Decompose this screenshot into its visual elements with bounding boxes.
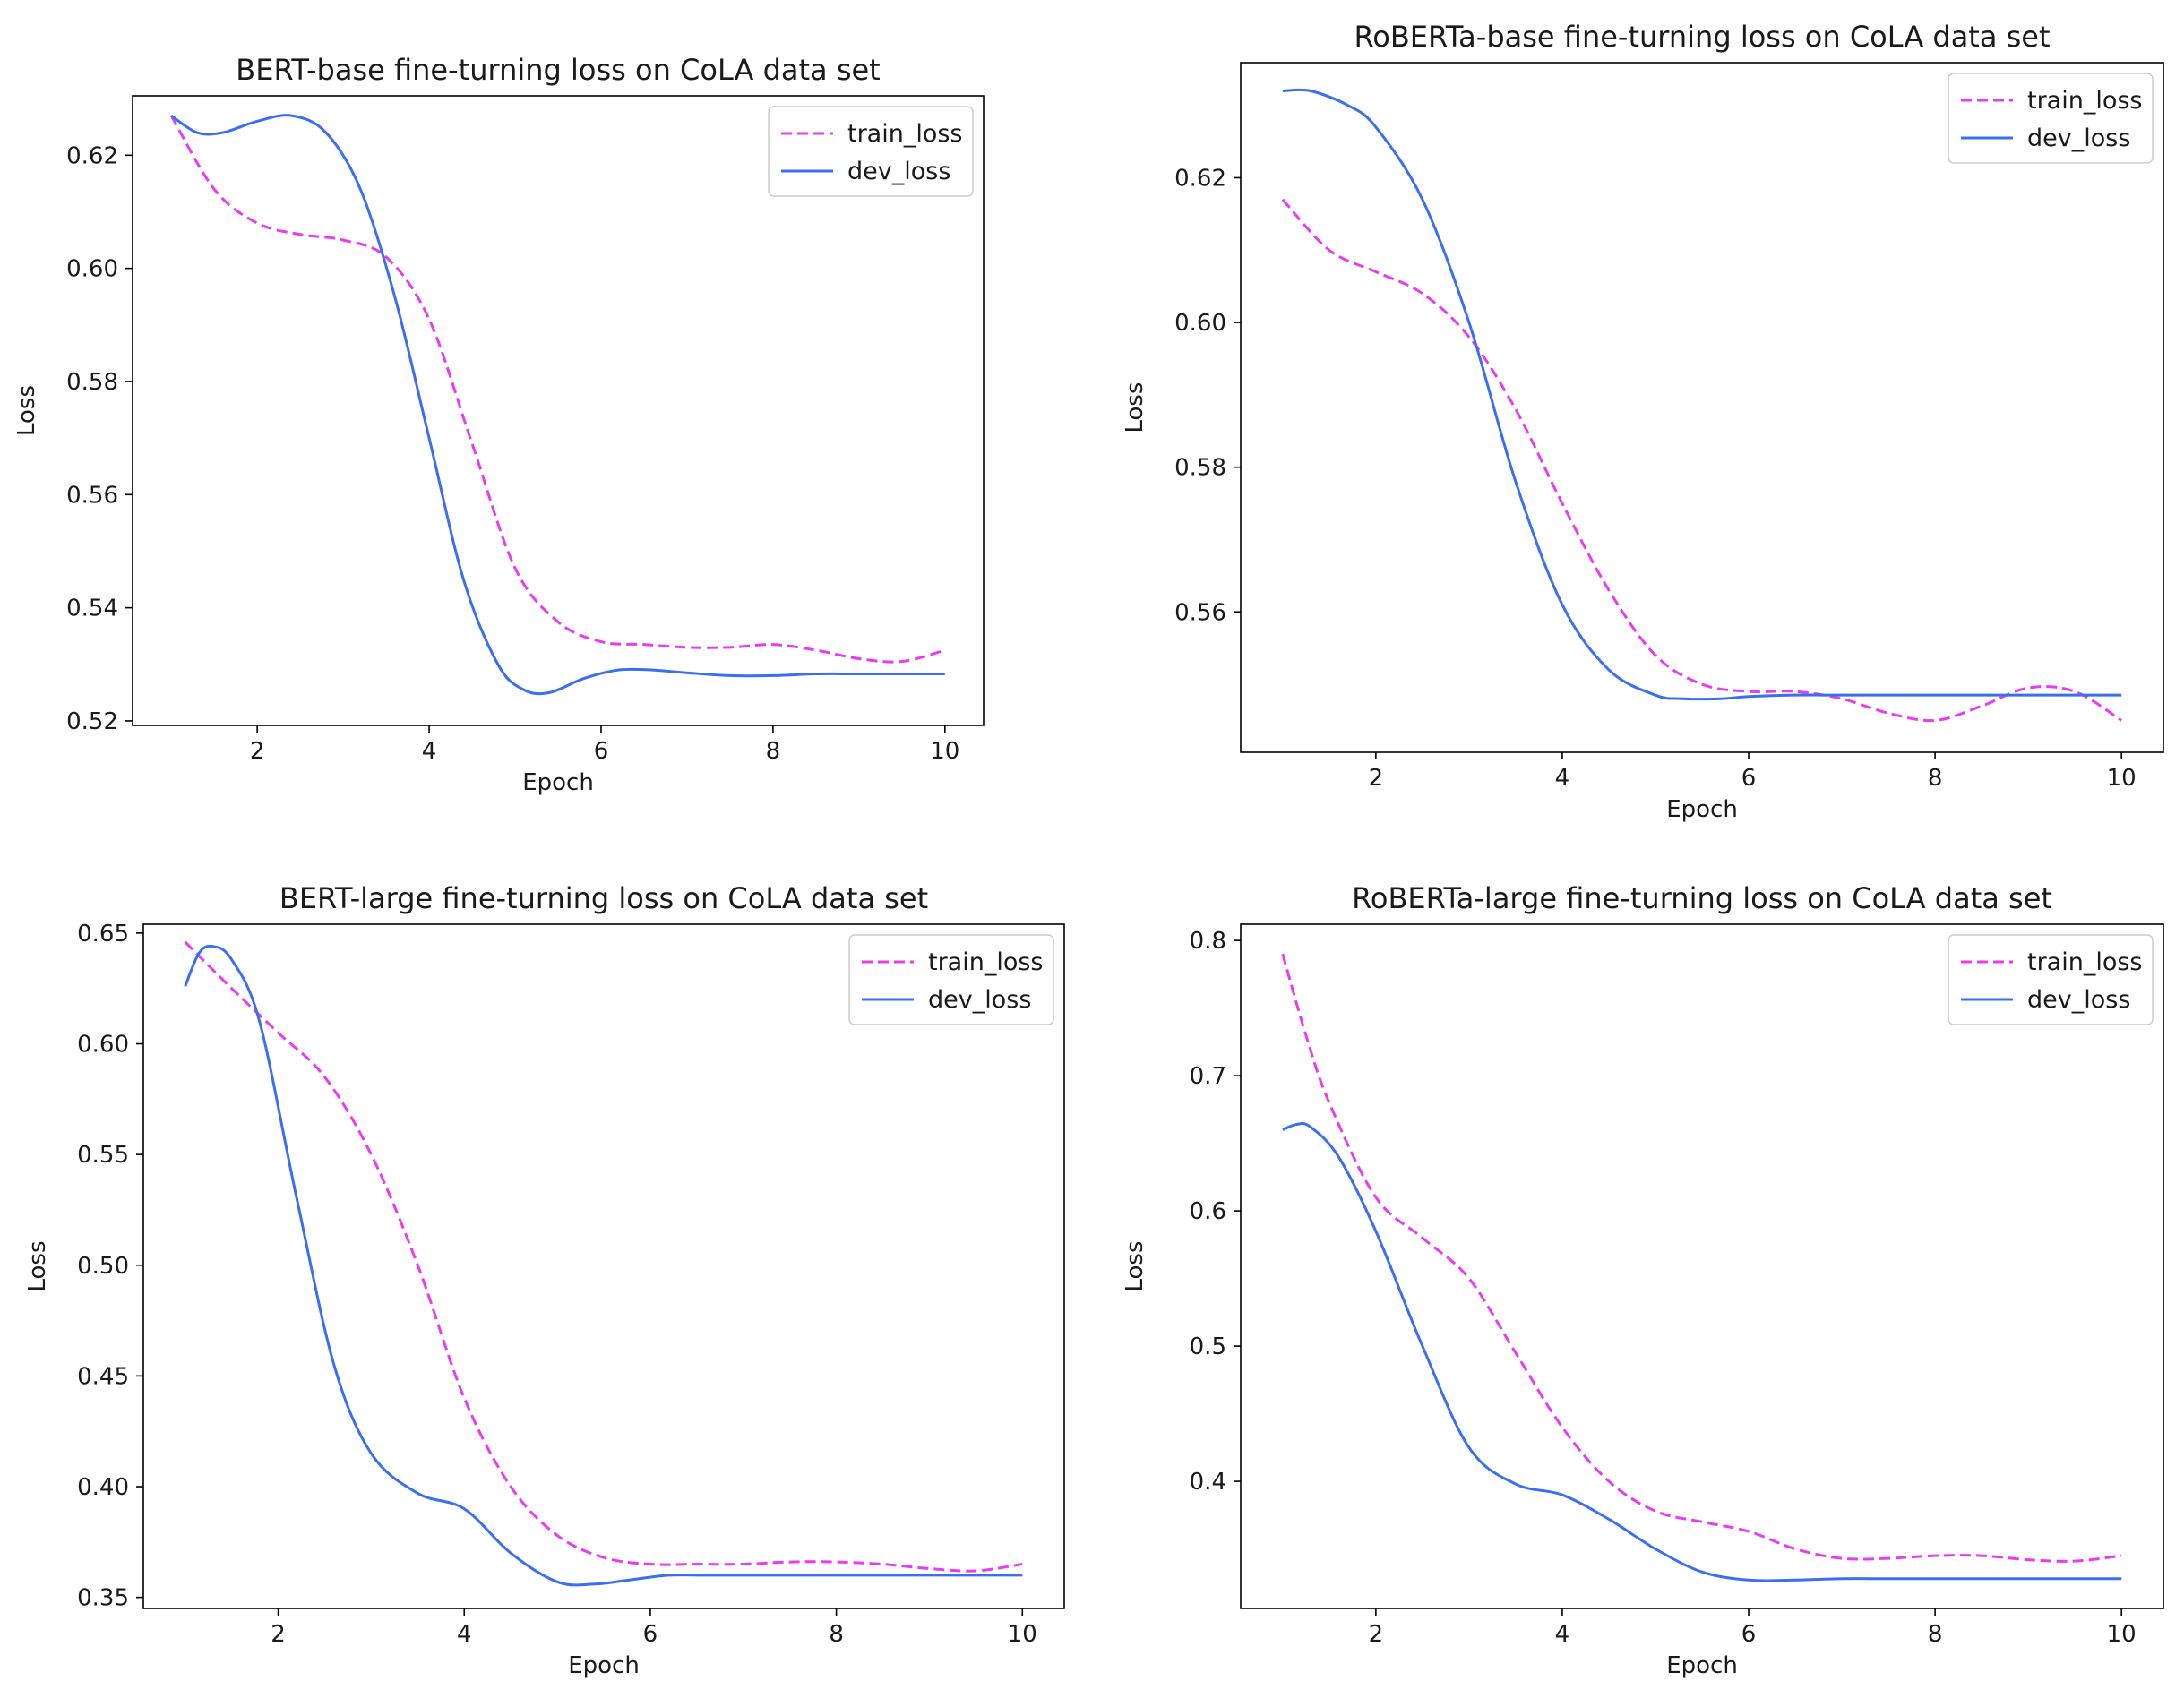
x-tick-label: 6 <box>1741 1621 1757 1648</box>
legend-label: dev_loss <box>2027 124 2130 152</box>
y-tick-label: 0.60 <box>77 1032 129 1059</box>
series-line-dev-loss <box>1282 1122 2122 1582</box>
legend-label: dev_loss <box>928 986 1031 1014</box>
series-line-train-loss <box>184 940 1023 1573</box>
y-tick-label: 0.8 <box>1190 928 1226 955</box>
legend: train_loss dev_loss <box>1948 934 2154 1025</box>
y-tick-label: 0.40 <box>77 1474 129 1501</box>
y-tick-label: 0.60 <box>66 256 118 283</box>
legend-label: dev_loss <box>847 158 950 185</box>
y-tick-label: 0.56 <box>1174 599 1226 626</box>
y-tick-label: 0.5 <box>1190 1334 1226 1360</box>
chart-4: RoBERTa-large fine-turning loss on CoLA … <box>1122 881 2164 1679</box>
chart-title: BERT-base fine-turning loss on CoLA data… <box>236 53 880 87</box>
series-line-dev-loss <box>184 944 1023 1587</box>
plot-frame <box>1240 62 2164 753</box>
y-tick-label: 0.45 <box>77 1363 129 1390</box>
plot-frame <box>142 923 1065 1609</box>
x-axis-label: Epoch <box>522 769 594 796</box>
y-tick-label: 0.4 <box>1190 1469 1226 1496</box>
chart-title: BERT-large fine-turning loss on CoLA dat… <box>279 881 928 915</box>
series-line-train-loss <box>169 115 946 664</box>
legend: train_loss dev_loss <box>1948 73 2154 164</box>
y-tick-label: 0.55 <box>77 1142 129 1169</box>
x-tick-label: 6 <box>643 1621 658 1648</box>
legend-label: train_loss <box>847 120 963 148</box>
legend-box <box>848 934 1054 1025</box>
x-tick-label: 6 <box>1741 765 1757 792</box>
x-tick-label: 4 <box>1555 1621 1570 1648</box>
x-tick-label: 4 <box>422 738 437 765</box>
x-tick-label: 2 <box>250 738 265 765</box>
y-axis-label: Loss <box>1122 1240 1148 1291</box>
y-tick-label: 0.58 <box>1174 455 1226 482</box>
x-tick-label: 2 <box>1369 765 1384 792</box>
x-axis-label: Epoch <box>1666 796 1738 823</box>
y-axis-label: Loss <box>24 1240 51 1291</box>
y-tick-label: 0.6 <box>1190 1198 1226 1225</box>
x-tick-label: 8 <box>829 1621 844 1648</box>
x-tick-label: 8 <box>1928 1621 1943 1648</box>
y-tick-label: 0.65 <box>77 921 129 948</box>
series-line-dev-loss <box>170 114 945 696</box>
legend-label: train_loss <box>2027 948 2143 976</box>
x-tick-label: 10 <box>930 738 959 765</box>
legend-label: dev_loss <box>2027 986 2130 1014</box>
legend: train_loss dev_loss <box>848 934 1054 1025</box>
chart-title: RoBERTa-large fine-turning loss on CoLA … <box>1352 881 2052 915</box>
y-tick-label: 0.62 <box>1174 165 1226 192</box>
x-tick-label: 8 <box>766 738 781 765</box>
y-axis-label: Loss <box>13 385 40 436</box>
y-tick-label: 0.62 <box>66 142 118 169</box>
chart-1: BERT-base fine-turning loss on CoLA data… <box>13 53 985 796</box>
legend-box <box>768 106 974 197</box>
legend-label: train_loss <box>2027 87 2143 115</box>
y-axis-label: Loss <box>1122 382 1148 433</box>
plot-frame <box>132 95 985 726</box>
y-tick-label: 0.60 <box>1174 310 1226 337</box>
y-tick-label: 0.58 <box>66 369 118 396</box>
x-tick-label: 8 <box>1928 765 1943 792</box>
series-line-train-loss <box>1281 953 2122 1563</box>
x-tick-label: 2 <box>1369 1621 1384 1648</box>
legend-label: train_loss <box>928 948 1044 976</box>
x-tick-label: 4 <box>1555 765 1570 792</box>
chart-title: RoBERTa-base fine-turning loss on CoLA d… <box>1354 20 2050 54</box>
x-axis-label: Epoch <box>1666 1652 1738 1679</box>
x-tick-label: 10 <box>1008 1621 1037 1648</box>
plot-frame <box>1240 923 2164 1609</box>
series-line-dev-loss <box>1282 88 2122 701</box>
y-tick-label: 0.54 <box>66 596 118 622</box>
chart-3: BERT-large fine-turning loss on CoLA dat… <box>24 881 1065 1679</box>
chart-2: RoBERTa-base fine-turning loss on CoLA d… <box>1122 20 2164 823</box>
y-tick-label: 0.50 <box>77 1253 129 1280</box>
y-tick-label: 0.56 <box>66 482 118 509</box>
x-tick-label: 4 <box>457 1621 472 1648</box>
x-tick-label: 10 <box>2107 1621 2137 1648</box>
y-tick-label: 0.52 <box>66 708 118 735</box>
y-tick-label: 0.35 <box>77 1585 129 1612</box>
x-tick-label: 6 <box>594 738 609 765</box>
x-axis-label: Epoch <box>568 1652 640 1679</box>
legend-box <box>1948 934 2154 1025</box>
legend-box <box>1948 73 2154 164</box>
series-line-train-loss <box>1281 198 2122 723</box>
x-tick-label: 2 <box>271 1621 286 1648</box>
x-tick-label: 10 <box>2107 765 2137 792</box>
legend: train_loss dev_loss <box>768 106 974 197</box>
y-tick-label: 0.7 <box>1190 1063 1226 1090</box>
